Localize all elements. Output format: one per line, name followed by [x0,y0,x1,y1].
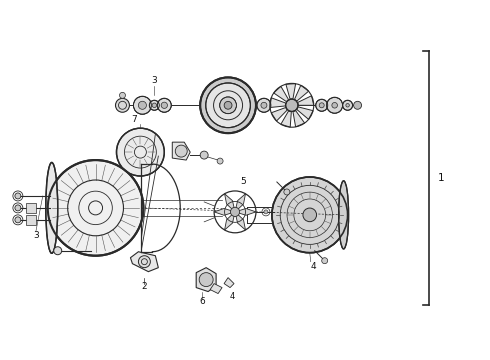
Polygon shape [294,85,309,101]
Polygon shape [235,212,245,230]
Circle shape [15,205,21,211]
Circle shape [332,103,338,108]
Polygon shape [271,108,287,121]
Circle shape [15,217,21,223]
Circle shape [327,97,343,113]
Circle shape [48,160,144,256]
Circle shape [303,208,317,222]
Polygon shape [274,86,289,102]
Circle shape [200,77,256,133]
Text: 2: 2 [142,282,147,291]
Polygon shape [297,107,313,120]
Circle shape [257,98,271,112]
Circle shape [261,102,267,108]
Circle shape [116,98,129,112]
Circle shape [230,207,240,216]
Text: 3: 3 [33,231,39,240]
Circle shape [15,193,21,199]
Circle shape [200,151,208,159]
Polygon shape [298,96,314,105]
Circle shape [217,158,223,164]
Circle shape [54,247,62,255]
Polygon shape [214,208,235,215]
Text: 5: 5 [240,177,246,186]
Circle shape [206,83,250,127]
Circle shape [343,100,353,110]
Bar [26,203,36,213]
Circle shape [157,98,171,112]
Polygon shape [130,252,158,272]
Polygon shape [293,111,305,127]
Circle shape [149,100,159,110]
Circle shape [152,103,157,108]
Circle shape [272,177,347,253]
Circle shape [199,273,213,287]
Text: 7: 7 [131,115,137,124]
Polygon shape [235,208,256,215]
Circle shape [175,145,187,157]
Ellipse shape [46,162,58,253]
Circle shape [138,256,150,268]
Polygon shape [224,278,234,288]
Polygon shape [224,194,235,212]
Polygon shape [172,142,190,160]
Circle shape [319,103,324,108]
Circle shape [224,102,232,109]
Polygon shape [286,84,295,99]
Text: 6: 6 [199,297,205,306]
Polygon shape [270,98,286,108]
Circle shape [133,96,151,114]
Circle shape [286,99,298,112]
Text: 3: 3 [151,76,157,85]
Polygon shape [281,111,292,127]
Polygon shape [210,284,222,293]
Circle shape [346,104,349,107]
Circle shape [322,258,328,264]
Text: 1: 1 [438,172,444,183]
Text: 4: 4 [229,292,235,301]
Circle shape [264,210,268,214]
Polygon shape [235,194,245,212]
Circle shape [138,101,147,109]
Polygon shape [224,212,235,230]
Text: 4: 4 [311,262,317,271]
Circle shape [117,128,164,176]
Circle shape [161,102,168,108]
Circle shape [354,101,362,109]
Bar [26,215,36,225]
Circle shape [284,189,290,195]
Circle shape [220,97,237,114]
Ellipse shape [339,181,348,249]
Polygon shape [196,268,216,292]
Circle shape [316,99,328,111]
Circle shape [120,92,125,98]
